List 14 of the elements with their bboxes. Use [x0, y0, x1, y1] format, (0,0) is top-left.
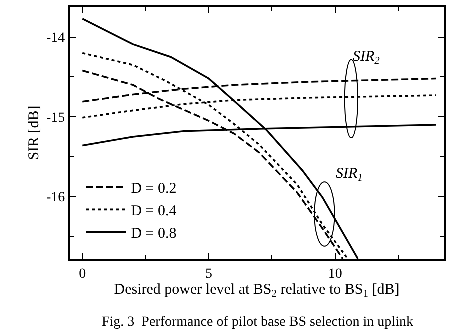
- y-tick-label: -14: [46, 31, 66, 46]
- x-tick-label: 0: [79, 266, 86, 282]
- y-tick-label: -16: [46, 190, 66, 206]
- x-tick-label: 10: [328, 266, 342, 282]
- legend-label: D = 0.8: [131, 226, 177, 242]
- y-axis-title: SIR [dB]: [26, 106, 42, 160]
- legend-label: D = 0.4: [131, 204, 178, 220]
- x-tick-label: 5: [205, 266, 212, 282]
- caption: Fig. 3 Performance of pilot base BS selection in uplink: [102, 315, 414, 330]
- annotation: SIR$_{1}$: [336, 166, 363, 184]
- x-axis-title: Desired power level at BS$_{2}$ relative to BS$_{1}$ [dB]: [114, 282, 400, 300]
- legend-label: D = 0.2: [131, 181, 177, 198]
- y-tick-label: -15: [46, 110, 66, 126]
- annotation: SIR$_{2}$: [353, 49, 381, 68]
